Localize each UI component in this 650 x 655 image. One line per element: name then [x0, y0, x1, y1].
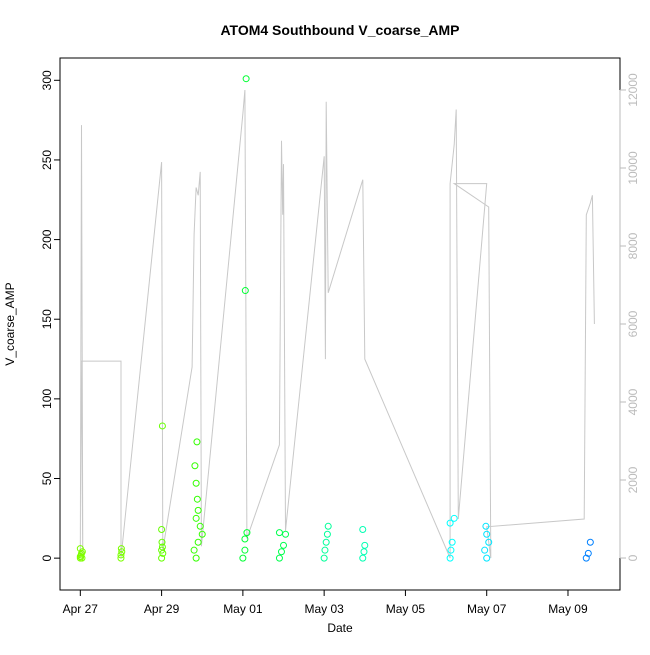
point	[241, 287, 249, 295]
x-tick-label: Apr 29	[144, 602, 180, 616]
point	[450, 514, 458, 522]
y2-tick-label: 2000	[626, 466, 640, 493]
x-tick-label: May 09	[548, 602, 588, 616]
x-tick-label: Apr 27	[63, 602, 99, 616]
point	[239, 554, 247, 562]
point	[117, 545, 125, 553]
point	[482, 522, 490, 530]
y-tick-label: 50	[40, 472, 54, 486]
point	[158, 525, 166, 533]
point	[359, 525, 367, 533]
x-tick-label: May 07	[467, 602, 507, 616]
point	[280, 541, 288, 549]
point	[194, 538, 202, 546]
x-tick-label: May 03	[304, 602, 344, 616]
point	[191, 462, 199, 470]
point	[190, 546, 198, 554]
point	[483, 554, 491, 562]
y-tick-label: 300	[40, 70, 54, 90]
point	[243, 529, 251, 537]
point	[320, 554, 328, 562]
point	[483, 530, 491, 538]
point	[446, 554, 454, 562]
point	[485, 538, 493, 546]
point	[359, 554, 367, 562]
y2-tick-label: 0	[626, 554, 640, 561]
point	[194, 506, 202, 514]
point	[241, 546, 249, 554]
point	[242, 75, 250, 83]
point	[158, 422, 166, 430]
x-tick-label: May 05	[386, 602, 426, 616]
point	[447, 546, 455, 554]
y2-tick-label: 4000	[626, 388, 640, 415]
point	[275, 554, 283, 562]
point	[446, 519, 454, 527]
point	[192, 514, 200, 522]
y-axis-label: V_coarse_AMP	[3, 282, 17, 365]
point	[323, 530, 331, 538]
point	[196, 522, 204, 530]
x-axis-label: Date	[327, 621, 353, 635]
point	[586, 538, 594, 546]
y-tick-label: 150	[40, 309, 54, 329]
point	[198, 530, 206, 538]
point	[193, 495, 201, 503]
point	[158, 546, 166, 554]
point	[158, 538, 166, 546]
chart-title: ATOM4 Southbound V_coarse_AMP	[220, 22, 459, 38]
point	[241, 535, 249, 543]
point	[448, 538, 456, 546]
point	[275, 529, 283, 537]
point	[158, 554, 166, 562]
y-tick-label: 0	[40, 554, 54, 561]
point	[77, 553, 85, 561]
point	[158, 543, 166, 551]
point	[192, 479, 200, 487]
y-tick-label: 250	[40, 150, 54, 170]
point	[361, 541, 369, 549]
point	[118, 548, 126, 556]
point	[192, 554, 200, 562]
y2-tick-label: 10000	[626, 151, 640, 185]
point	[321, 546, 329, 554]
point	[584, 549, 592, 557]
x-tick-label: May 01	[223, 602, 263, 616]
y-tick-label: 200	[40, 229, 54, 249]
point	[322, 538, 330, 546]
y2-tick-label: 8000	[626, 232, 640, 259]
point	[324, 522, 332, 530]
point	[193, 438, 201, 446]
point	[481, 546, 489, 554]
y2-tick-label: 12000	[626, 73, 640, 107]
y-tick-label: 100	[40, 389, 54, 409]
point	[78, 554, 86, 562]
y2-tick-label: 6000	[626, 310, 640, 337]
point	[277, 548, 285, 556]
